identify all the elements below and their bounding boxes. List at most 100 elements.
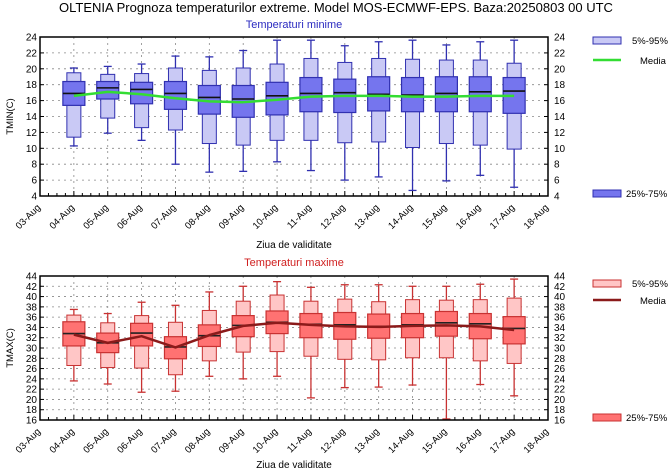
legend-swatch-p25-p75: [592, 189, 622, 198]
legend-swatch-p5-p95: [592, 36, 622, 45]
box-p25-p75: [468, 76, 492, 113]
y-tick-label-right: 42: [554, 282, 566, 293]
mean-line: [73, 321, 515, 349]
x-tick-label: 18-Aug: [522, 202, 551, 231]
x-tick-label: 15-Aug: [420, 426, 449, 455]
box-p25-p75: [299, 76, 323, 113]
x-tick-label: 03-Aug: [14, 202, 43, 231]
box-p25-p75: [163, 80, 188, 110]
y-tick-label-left: 14: [26, 112, 38, 123]
y-tick-label-right: 8: [554, 160, 560, 171]
box-16-Aug: [468, 283, 492, 386]
y-tick-label-left: 18: [26, 80, 38, 91]
legend-label-mean: Media: [640, 296, 667, 307]
y-tick-label-left: 20: [26, 64, 38, 75]
box-14-Aug: [400, 285, 425, 386]
legend-label-mean: Media: [640, 56, 667, 67]
y-tick-label-left: 26: [26, 364, 38, 375]
box-06-Aug: [130, 63, 154, 142]
y-tick-label-right: 22: [554, 385, 566, 396]
y-tick-label-left: 24: [26, 374, 38, 385]
y-tick-label-left: 30: [26, 344, 38, 355]
tmin-chart: Temperaturi minime 4 4 6 6 8 8 10 10 12 12 14 14 16 16…: [5, 19, 668, 251]
y-tick-label-left: 22: [26, 48, 38, 59]
y-tick-label-right: 30: [554, 344, 566, 355]
y-tick-label-right: 32: [554, 333, 566, 344]
y-tick-label-right: 20: [554, 395, 566, 406]
x-tick-label: 08-Aug: [183, 426, 212, 455]
box-p25-p75: [502, 316, 526, 345]
legend-swatch-p5-p95: [592, 279, 622, 288]
x-tick-label: 07-Aug: [149, 202, 178, 231]
figure-title: OLTENIA Prognoza temperaturilor extreme.…: [59, 0, 613, 15]
x-tick-label: 11-Aug: [285, 202, 314, 231]
box-04-Aug: [62, 308, 86, 382]
chart-subtitle: Temperaturi minime: [246, 19, 343, 31]
legend-label-p25-p75: 25%-75%: [626, 189, 668, 200]
y-tick-label-left: 44: [26, 272, 38, 283]
legend-label-p5-p95: 5%-95%: [632, 36, 668, 47]
legend-label-p5-p95: 5%-95%: [632, 279, 668, 290]
x-axis-label: Ziua de validitate: [256, 240, 332, 251]
box-11-Aug: [299, 39, 323, 172]
box-15-Aug: [434, 44, 458, 182]
legend-label-p25-p75: 25%-75%: [626, 413, 668, 424]
y-tick-label-right: 28: [554, 354, 566, 365]
y-tick-label-left: 8: [31, 160, 37, 171]
x-tick-label: 13-Aug: [352, 426, 381, 455]
chart-subtitle: Temperaturi maxime: [244, 257, 344, 269]
y-tick-label-left: 24: [26, 33, 38, 44]
x-tick-label: 06-Aug: [115, 202, 144, 231]
x-tick-label: 07-Aug: [149, 426, 178, 455]
box-05-Aug: [96, 65, 120, 134]
box-12-Aug: [333, 45, 357, 181]
x-tick-label: 09-Aug: [217, 426, 246, 455]
x-tick-label: 16-Aug: [454, 426, 483, 455]
plot-frame: [39, 275, 549, 421]
y-tick-label-right: 16: [554, 416, 566, 427]
y-tick-label-right: 24: [554, 374, 566, 385]
y-tick-label-left: 6: [31, 176, 37, 187]
y-tick-label-right: 26: [554, 364, 566, 375]
x-tick-label: 13-Aug: [352, 202, 381, 231]
y-tick-label-right: 18: [554, 80, 566, 91]
y-axis-label: TMAX(C): [5, 328, 16, 368]
box-13-Aug: [367, 284, 391, 388]
box-15-Aug: [434, 285, 458, 420]
x-axis-label: Ziua de validitate: [256, 460, 332, 471]
y-tick-label-right: 6: [554, 176, 560, 187]
x-tick-label: 08-Aug: [183, 202, 212, 231]
x-tick-label: 09-Aug: [217, 202, 246, 231]
x-tick-label: 17-Aug: [488, 426, 517, 455]
x-tick-label: 14-Aug: [386, 426, 415, 455]
x-tick-label: 18-Aug: [522, 426, 551, 455]
y-tick-label-left: 22: [26, 385, 38, 396]
y-axis-label: TMIN(C): [5, 98, 16, 134]
x-tick-label: 06-Aug: [115, 426, 144, 455]
box-05-Aug: [96, 312, 120, 385]
x-tick-label: 11-Aug: [285, 426, 314, 455]
x-tick-label: 05-Aug: [81, 202, 110, 231]
legend-swatch-p25-p75: [592, 413, 622, 422]
x-tick-label: 12-Aug: [318, 426, 347, 455]
y-tick-label-right: 4: [554, 192, 560, 203]
box-p25-p75: [434, 310, 458, 337]
y-tick-label-left: 16: [26, 416, 38, 427]
box-04-Aug: [62, 67, 86, 147]
box-10-Aug: [265, 281, 289, 377]
x-tick-label: 17-Aug: [488, 202, 517, 231]
box-06-Aug: [130, 301, 154, 393]
x-tick-label: 10-Aug: [251, 202, 280, 231]
x-tick-label: 04-Aug: [48, 426, 77, 455]
y-tick-label-left: 18: [26, 405, 38, 416]
y-tick-label-left: 4: [31, 192, 37, 203]
x-tick-label: 10-Aug: [251, 426, 280, 455]
y-tick-label-right: 18: [554, 405, 566, 416]
box-16-Aug: [468, 41, 492, 176]
x-tick-label: 16-Aug: [454, 202, 483, 231]
y-tick-label-left: 36: [26, 313, 38, 324]
y-tick-label-left: 10: [26, 144, 38, 155]
box-11-Aug: [299, 286, 323, 399]
